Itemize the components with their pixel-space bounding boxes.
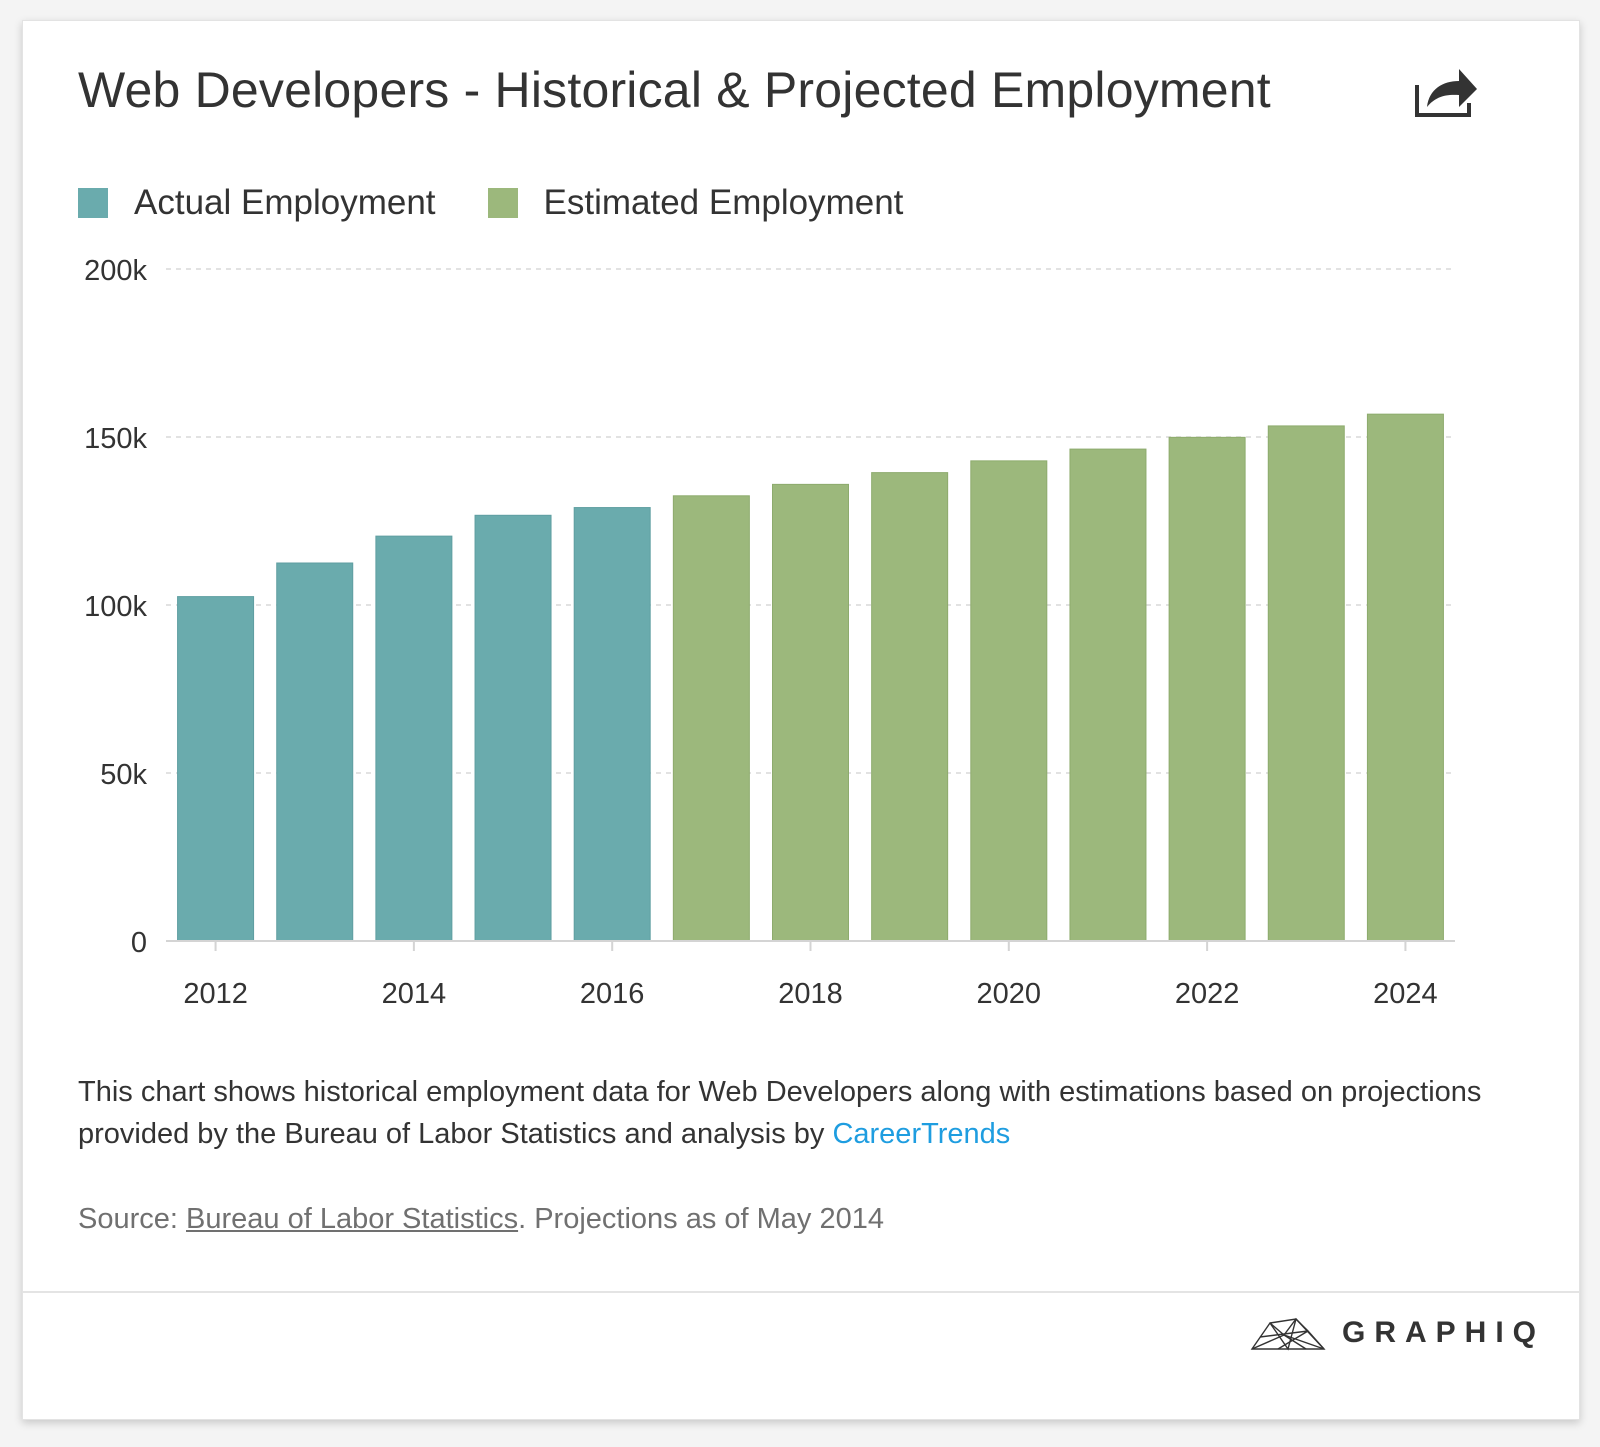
bar-2022	[1168, 436, 1246, 942]
graphiq-brand[interactable]: GRAPHIQ	[1250, 1315, 1545, 1351]
bar-2019	[871, 472, 949, 942]
legend-item-actual[interactable]: Actual Employment	[78, 183, 436, 223]
y-tick-label: 50k	[100, 759, 147, 791]
legend-label-actual: Actual Employment	[134, 183, 436, 222]
bar-2016	[573, 507, 651, 942]
y-tick-label: 200k	[84, 255, 147, 287]
y-tick-label: 0	[131, 927, 147, 959]
brand-wordmark: GRAPHIQ	[1341, 1316, 1545, 1349]
bar-2013	[276, 562, 354, 942]
chart-card: Web Developers - Historical & Projected …	[22, 20, 1580, 1420]
chart-title: Web Developers - Historical & Projected …	[78, 62, 1271, 118]
description-text: This chart shows historical employment d…	[78, 1076, 1482, 1150]
bar-2024	[1366, 413, 1444, 942]
x-tick-label: 2020	[977, 978, 1042, 1010]
bar-2015	[474, 514, 552, 942]
bar-2021	[1069, 448, 1147, 942]
footer-divider	[23, 1291, 1579, 1293]
x-tick-label: 2012	[183, 978, 248, 1010]
legend-swatch-actual	[78, 188, 108, 218]
source-prefix: Source:	[78, 1203, 186, 1235]
source-suffix: . Projections as of May 2014	[518, 1203, 884, 1235]
bar-2023	[1267, 425, 1345, 942]
careertrends-link[interactable]: CareerTrends	[832, 1118, 1011, 1150]
bar-2020	[970, 460, 1048, 942]
x-tick-label: 2018	[778, 978, 843, 1010]
bar-2018	[772, 483, 849, 942]
graphiq-logo-icon	[1250, 1317, 1326, 1351]
source-line: Source: Bureau of Labor Statistics. Proj…	[78, 1203, 884, 1236]
y-tick-label: 100k	[84, 591, 147, 623]
bar-2012	[177, 596, 255, 942]
bar-2017	[672, 495, 750, 942]
bls-source-link[interactable]: Bureau of Labor Statistics	[186, 1203, 519, 1235]
bar-2014	[375, 535, 453, 942]
legend-label-estimated: Estimated Employment	[543, 183, 904, 222]
x-tick-label: 2014	[382, 978, 447, 1010]
chart-description: This chart shows historical employment d…	[78, 1071, 1498, 1155]
x-tick-label: 2016	[580, 978, 645, 1010]
legend-item-estimated[interactable]: Estimated Employment	[487, 183, 904, 223]
bar-chart: 0 50k 100k 150k 200k 2012 2014 2016 2018 2020 2022…	[84, 255, 1455, 1010]
x-tick-label: 2022	[1175, 978, 1240, 1010]
x-tick-label: 2024	[1373, 978, 1438, 1010]
y-tick-label: 150k	[84, 423, 147, 455]
share-icon[interactable]	[1413, 63, 1479, 119]
legend: Actual Employment Estimated Employment	[78, 181, 955, 225]
legend-swatch-estimated	[487, 188, 518, 218]
